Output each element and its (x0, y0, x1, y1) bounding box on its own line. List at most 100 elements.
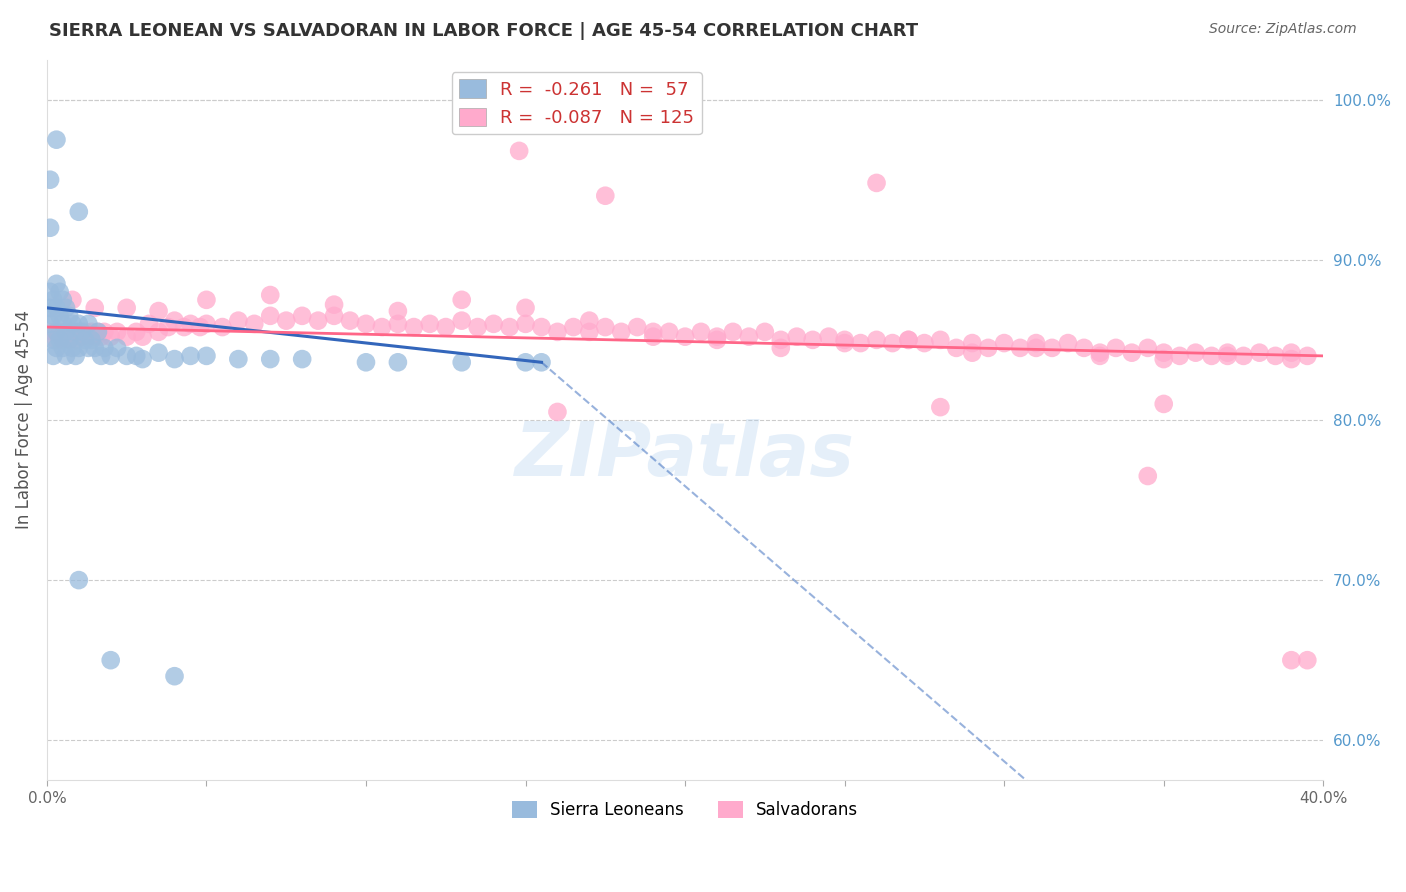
Point (962, 345, 984, 359)
Point (530, 320, 553, 334)
Y-axis label: In Labor Force | Age 45-54: In Labor Force | Age 45-54 (15, 310, 32, 530)
Point (42, 309, 65, 323)
Point (387, 355, 409, 369)
Point (1216, 345, 1239, 359)
Point (83, 329, 105, 343)
Point (578, 325, 600, 339)
Point (769, 333, 792, 347)
Point (100, 653, 122, 667)
Point (228, 313, 250, 327)
Point (163, 313, 186, 327)
Point (125, 325, 148, 339)
Point (673, 329, 696, 343)
Point (163, 352, 186, 367)
Point (754, 325, 776, 339)
Point (706, 329, 728, 343)
Point (195, 349, 218, 363)
Point (105, 341, 128, 355)
Point (738, 329, 761, 343)
Point (80, 333, 103, 347)
Point (45, 325, 67, 339)
Point (100, 349, 122, 363)
Point (897, 333, 920, 347)
Point (354, 355, 377, 369)
Point (67, 573, 90, 587)
Point (595, 188, 617, 202)
Point (55, 325, 77, 339)
Point (897, 333, 920, 347)
Point (1201, 349, 1223, 363)
Point (1249, 345, 1271, 359)
Text: SIERRA LEONEAN VS SALVADORAN IN LABOR FORCE | AGE 45-54 CORRELATION CHART: SIERRA LEONEAN VS SALVADORAN IN LABOR FO… (49, 22, 918, 40)
Point (291, 352, 314, 367)
Point (643, 329, 665, 343)
Point (93, 341, 115, 355)
Point (546, 325, 568, 339)
Point (70, 329, 93, 343)
Point (498, 320, 520, 334)
Point (48, 325, 70, 339)
Point (482, 317, 505, 331)
Point (515, 355, 537, 369)
Point (706, 333, 728, 347)
Point (179, 349, 201, 363)
Point (195, 317, 218, 331)
Point (131, 352, 153, 367)
Point (1184, 345, 1206, 359)
Point (546, 405, 568, 419)
Point (721, 325, 744, 339)
Point (929, 333, 952, 347)
Point (307, 313, 329, 327)
Point (65, 349, 87, 363)
Point (39, 301, 62, 315)
Point (67, 204, 90, 219)
Point (90, 349, 112, 363)
Point (52, 333, 75, 347)
Point (371, 320, 394, 334)
Point (578, 313, 600, 327)
Point (419, 317, 441, 331)
Point (1057, 336, 1080, 351)
Legend: Sierra Leoneans, Salvadorans: Sierra Leoneans, Salvadorans (506, 795, 865, 826)
Point (1153, 352, 1175, 367)
Point (148, 304, 170, 318)
Point (882, 336, 904, 351)
Point (626, 320, 648, 334)
Point (42, 325, 65, 339)
Point (45, 341, 67, 355)
Point (39, 317, 62, 331)
Point (228, 352, 250, 367)
Point (65, 325, 87, 339)
Point (259, 352, 281, 367)
Point (148, 325, 170, 339)
Point (42, 333, 65, 347)
Point (865, 176, 887, 190)
Point (115, 349, 138, 363)
Point (259, 309, 281, 323)
Point (115, 329, 138, 343)
Point (515, 301, 537, 315)
Point (530, 355, 553, 369)
Point (977, 341, 1000, 355)
Point (52, 341, 75, 355)
Point (195, 293, 218, 307)
Point (90, 329, 112, 343)
Point (48, 333, 70, 347)
Point (912, 336, 935, 351)
Point (769, 341, 792, 355)
Point (58, 333, 80, 347)
Point (62, 325, 84, 339)
Point (1010, 341, 1032, 355)
Point (39, 220, 62, 235)
Point (105, 325, 128, 339)
Point (1279, 345, 1302, 359)
Point (115, 301, 138, 315)
Point (163, 669, 186, 683)
Point (610, 325, 633, 339)
Point (45, 133, 67, 147)
Point (1232, 349, 1254, 363)
Point (1105, 341, 1128, 355)
Point (1136, 469, 1159, 483)
Point (1121, 345, 1143, 359)
Point (93, 325, 115, 339)
